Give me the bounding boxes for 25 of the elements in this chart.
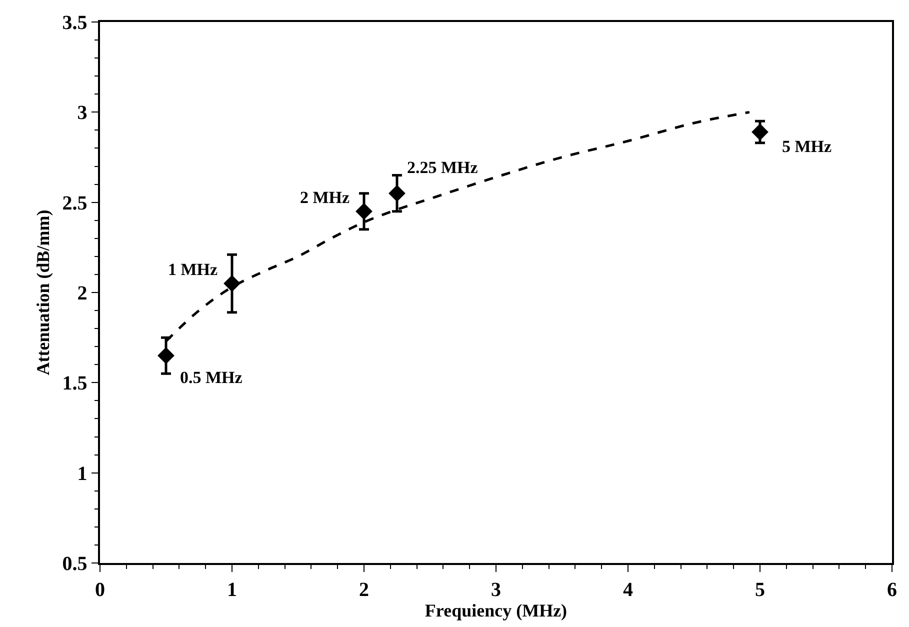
x-tick-label: 1 <box>227 578 237 601</box>
point <box>752 124 768 140</box>
x-tick-label: 6 <box>887 578 897 601</box>
y-axis-title: Attenuation (dB/mm) <box>32 210 53 376</box>
point <box>158 347 174 364</box>
x-axis-title: Frequiency (MHz) <box>424 600 568 621</box>
point <box>388 184 406 202</box>
annotation: 2 MHz <box>300 188 350 207</box>
point <box>356 202 372 220</box>
x-tick-label: 2 <box>359 578 369 601</box>
annotation: 5 MHz <box>782 137 832 156</box>
y-tick-label: 1 <box>77 462 88 485</box>
annotation: 0.5 MHz <box>180 368 243 387</box>
x-tick-label: 0 <box>95 578 105 601</box>
x-tick-label: 5 <box>755 578 765 601</box>
y-tick-label: 1.5 <box>62 372 88 395</box>
y-tick-label: 3.5 <box>62 12 88 34</box>
x-tick-label: 4 <box>623 578 633 601</box>
y-tick-label: 2.5 <box>62 192 88 214</box>
y-tick-label: 0.5 <box>62 553 88 575</box>
y-tick-label: 2 <box>77 282 88 304</box>
x-tick-label: 3 <box>491 578 501 601</box>
annotation: 1 MHz <box>168 260 218 279</box>
annotation: 2.25 MHz <box>407 158 478 177</box>
y-tick-label: 3 <box>77 102 88 124</box>
